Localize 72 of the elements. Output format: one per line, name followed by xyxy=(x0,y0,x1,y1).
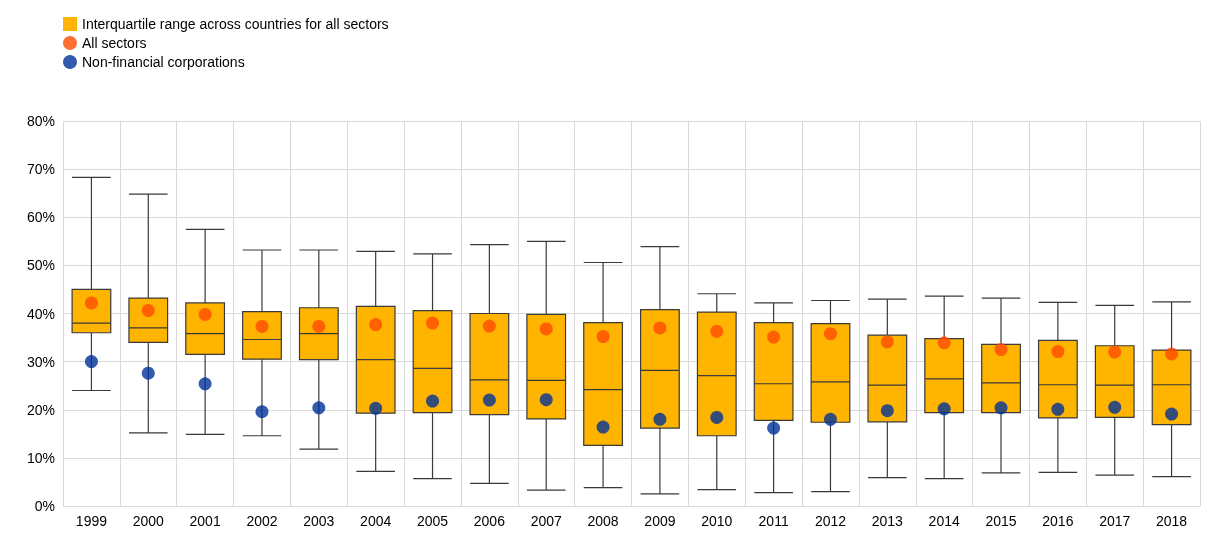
point xyxy=(994,401,1008,415)
point xyxy=(426,394,440,408)
x-tick-label: 2012 xyxy=(814,513,847,529)
point xyxy=(710,410,724,424)
point xyxy=(482,319,496,333)
point xyxy=(369,401,383,415)
x-tick-label: 2001 xyxy=(189,513,221,529)
point xyxy=(937,402,951,416)
point xyxy=(1051,345,1065,359)
x-tick-label: 2014 xyxy=(928,513,960,529)
x-tick-label: 2010 xyxy=(701,513,733,529)
point xyxy=(596,330,610,344)
x-tick-label: 2017 xyxy=(1099,513,1131,529)
y-tick-label: 40% xyxy=(26,305,55,322)
x-tick-label: 2006 xyxy=(473,513,506,529)
x-tick-label: 2008 xyxy=(587,513,619,529)
x-tick-label: 2002 xyxy=(246,513,278,529)
y-tick-label: 50% xyxy=(26,257,55,274)
point xyxy=(823,412,837,426)
point xyxy=(1108,345,1122,359)
point xyxy=(653,412,667,426)
point xyxy=(596,420,610,434)
point xyxy=(823,327,837,341)
point xyxy=(255,405,269,419)
x-tick-label: 2018 xyxy=(1156,513,1188,529)
point xyxy=(369,318,383,332)
point xyxy=(198,307,212,321)
point xyxy=(767,330,781,344)
legend-label: Non-financial corporations xyxy=(82,54,245,70)
point xyxy=(312,320,326,333)
point xyxy=(994,343,1008,357)
x-tick-label: 2005 xyxy=(416,513,449,529)
point xyxy=(1051,402,1065,416)
x-tick-label: 2015 xyxy=(985,513,1017,529)
x-tick-label: 2011 xyxy=(758,513,789,529)
x-tick-label: 2004 xyxy=(360,513,392,529)
x-tick-label: 2007 xyxy=(530,513,563,529)
point xyxy=(937,336,951,350)
point xyxy=(1108,400,1122,414)
x-tick-label: 2016 xyxy=(1042,513,1074,529)
point xyxy=(1165,347,1179,361)
point xyxy=(84,355,98,369)
point xyxy=(482,393,496,407)
point xyxy=(710,324,724,338)
y-tick-label: 10% xyxy=(26,449,55,466)
point xyxy=(653,321,667,335)
point xyxy=(539,322,553,336)
y-tick-label: 20% xyxy=(26,401,55,418)
point xyxy=(426,316,440,330)
point xyxy=(767,421,781,435)
x-tick-label: 2013 xyxy=(871,513,904,529)
point xyxy=(198,377,212,391)
point xyxy=(312,401,326,415)
x-tick-label: 2009 xyxy=(644,513,676,529)
point xyxy=(84,296,98,310)
point xyxy=(880,335,894,349)
point xyxy=(255,320,269,333)
x-tick-label: 1999 xyxy=(75,513,108,529)
x-tick-label: 2003 xyxy=(303,513,335,529)
y-tick-label: 0% xyxy=(34,498,55,514)
legend-label: All sectors xyxy=(82,35,147,51)
point xyxy=(539,393,553,407)
x-tick-label: 2000 xyxy=(132,513,165,529)
point xyxy=(880,404,894,418)
point xyxy=(141,304,155,318)
y-tick-label: 80% xyxy=(26,113,55,129)
legend-label: Interquartile range across countries for all sectors xyxy=(82,16,389,32)
y-tick-label: 30% xyxy=(26,353,55,370)
y-tick-label: 70% xyxy=(26,161,55,178)
point xyxy=(1165,407,1179,421)
point xyxy=(141,366,155,380)
y-tick-label: 60% xyxy=(26,209,55,226)
